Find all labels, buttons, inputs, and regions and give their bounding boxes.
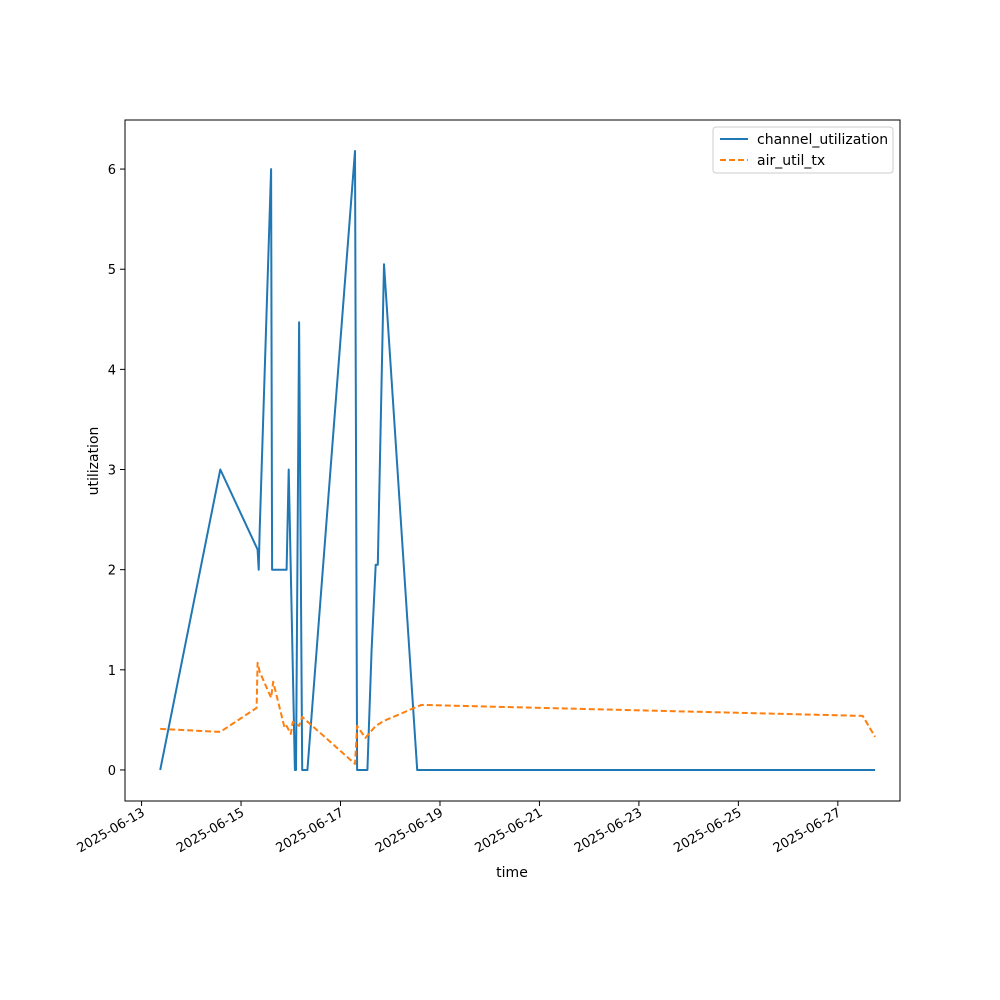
y-tick-label: 5 [108,263,116,278]
plot-area [159,150,876,771]
y-tick-label: 2 [108,564,116,579]
y-tick-label: 6 [108,163,116,178]
legend-label-channel-utilization: channel_utilization [757,132,888,148]
legend-box [712,126,894,174]
y-tick-label: 3 [108,464,116,479]
axes-frame [124,119,901,802]
y-axis-label: utilization [86,427,102,496]
x-axis-label: time [496,865,528,881]
y-tick-label: 1 [108,664,116,679]
series-line-channel-utilization [159,150,876,771]
legend-label-air-util-tx: air_util_tx [757,153,825,169]
y-tick-label: 0 [108,764,116,779]
legend: channel_utilization air_util_tx [712,126,894,174]
y-tick-label: 4 [108,363,116,378]
series-line-air-util-tx [160,661,876,765]
